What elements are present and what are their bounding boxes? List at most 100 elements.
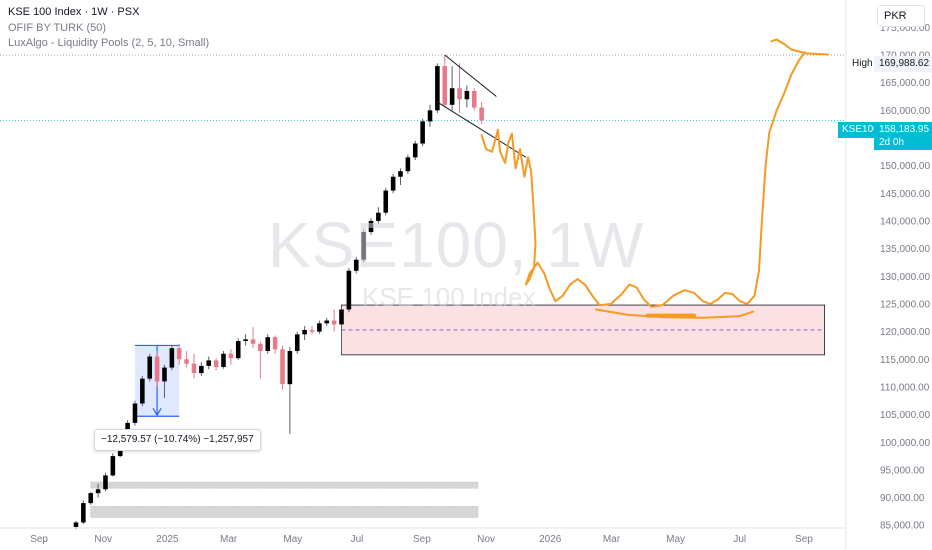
candle-body bbox=[361, 232, 366, 260]
candle-body bbox=[442, 66, 448, 105]
time-tick-label: Mar bbox=[603, 534, 621, 545]
candle-body bbox=[457, 88, 462, 100]
candle-body bbox=[471, 90, 477, 108]
price-tick-label: 130,000.00 bbox=[880, 272, 930, 283]
candle-body bbox=[73, 522, 79, 527]
price-axis-background bbox=[846, 0, 932, 550]
candle-body bbox=[243, 339, 248, 342]
demand-zone-layer bbox=[341, 304, 826, 356]
candle-body bbox=[258, 343, 263, 351]
candle-body bbox=[199, 365, 204, 374]
price-tick-label: 175,000.00 bbox=[880, 23, 930, 34]
channel-layer bbox=[437, 54, 527, 158]
candle-body bbox=[221, 353, 226, 368]
candle-body bbox=[317, 323, 322, 332]
candle-body bbox=[376, 212, 381, 221]
candle-body bbox=[390, 176, 396, 191]
candle-body bbox=[95, 489, 101, 494]
candle-body bbox=[147, 356, 153, 379]
candle-body bbox=[132, 403, 138, 423]
liquidity-pool-band bbox=[90, 506, 479, 518]
candle-body bbox=[110, 456, 116, 476]
last-price-value: 158,183.95 bbox=[879, 124, 930, 135]
price-tick-label: 160,000.00 bbox=[880, 106, 930, 117]
price-tick-label: 100,000.00 bbox=[880, 438, 930, 449]
price-tick-label: 90,000.00 bbox=[880, 493, 925, 504]
candle-body bbox=[88, 493, 94, 504]
candle-body bbox=[191, 363, 197, 374]
candle-body bbox=[176, 348, 182, 360]
price-tick-label: 115,000.00 bbox=[880, 355, 930, 366]
candle-body bbox=[435, 66, 440, 111]
projection-target-stroke bbox=[770, 38, 830, 56]
candle-body bbox=[235, 341, 241, 359]
time-tick-label: May bbox=[283, 534, 302, 545]
price-tick-label: 85,000.00 bbox=[880, 521, 925, 532]
projection-path bbox=[480, 51, 806, 308]
candle-body bbox=[302, 329, 307, 335]
time-tick-label: May bbox=[666, 534, 685, 545]
candle-body bbox=[464, 90, 470, 100]
price-lines-layer bbox=[0, 54, 846, 121]
candle-body bbox=[324, 320, 330, 324]
price-axis[interactable]: 85,000.00 90,000.00 95,000.00 100,000.00 105… bbox=[845, 0, 932, 550]
candle-body bbox=[206, 360, 212, 366]
candle-body bbox=[339, 309, 344, 325]
price-tick-label: 145,000.00 bbox=[880, 189, 930, 200]
price-tick-label: 165,000.00 bbox=[880, 78, 930, 89]
price-tick-label: 95,000.00 bbox=[880, 465, 925, 476]
indicator-ofif-legend[interactable]: OFIF BY TURK (50) bbox=[8, 22, 107, 34]
candle-body bbox=[405, 157, 411, 172]
candle-body bbox=[383, 190, 389, 213]
last-price-symbol: KSE100 bbox=[838, 122, 883, 138]
indicator-luxalgo-legend[interactable]: LuxAlgo - Liquidity Pools (2, 5, 10, Sma… bbox=[8, 37, 210, 49]
liquidity-pool-band bbox=[90, 481, 479, 489]
projection-layer bbox=[480, 38, 830, 319]
high-value: 169,988.62 bbox=[874, 56, 932, 72]
price-tick-label: 135,000.00 bbox=[880, 244, 930, 255]
candle-body bbox=[398, 171, 403, 177]
bar-countdown: 2d 0h bbox=[879, 137, 905, 148]
candles-layer bbox=[73, 55, 484, 530]
price-tick-label: 105,000.00 bbox=[880, 410, 930, 421]
high-label: High bbox=[848, 56, 877, 72]
chart-title[interactable]: KSE 100 Index · 1W · PSX bbox=[8, 6, 140, 18]
time-tick-label: Sep bbox=[795, 534, 813, 545]
time-tick-label: Nov bbox=[94, 534, 112, 545]
candle-body bbox=[368, 220, 374, 233]
currency-selector[interactable]: PKR bbox=[877, 5, 925, 27]
candle-body bbox=[81, 503, 86, 523]
last-price-badge: 158,183.95 2d 0h bbox=[874, 122, 932, 150]
time-tick-label: Sep bbox=[30, 534, 48, 545]
price-tick-label: 110,000.00 bbox=[880, 382, 930, 393]
candle-body bbox=[169, 348, 175, 368]
candle-body bbox=[140, 378, 145, 404]
candle-body bbox=[184, 359, 189, 364]
candle-body bbox=[103, 475, 108, 490]
candle-body bbox=[162, 367, 167, 382]
candle-body bbox=[346, 270, 352, 310]
time-tick-label: Sep bbox=[413, 534, 431, 545]
price-tick-label: 150,000.00 bbox=[880, 161, 930, 172]
time-axis[interactable]: Sep Nov 2025 Mar May Jul Sep Nov 2026 Mar May Jul Se… bbox=[0, 527, 846, 545]
time-tick-label: Jul bbox=[351, 534, 364, 545]
candle-body bbox=[309, 329, 315, 332]
price-tick-label: 120,000.00 bbox=[880, 327, 930, 338]
time-tick-label: 2026 bbox=[539, 534, 562, 545]
price-tick-label: 140,000.00 bbox=[880, 216, 930, 227]
candle-body bbox=[479, 107, 484, 121]
channel-upper-line bbox=[444, 54, 497, 97]
candle-body bbox=[250, 339, 256, 344]
price-tick-label: 125,000.00 bbox=[880, 299, 930, 310]
candle-body bbox=[265, 337, 271, 351]
candle-body bbox=[287, 350, 293, 385]
candle-body bbox=[272, 337, 278, 350]
channel-lower-line bbox=[437, 101, 527, 158]
measure-arrow-head bbox=[152, 407, 162, 417]
candle-body bbox=[449, 88, 455, 105]
candle-body bbox=[331, 320, 337, 325]
candle-body bbox=[154, 356, 160, 382]
candle-body bbox=[280, 349, 285, 385]
measure-tool-label[interactable]: −12,579.57 (−10.74%) −1,257,957 bbox=[94, 429, 261, 451]
